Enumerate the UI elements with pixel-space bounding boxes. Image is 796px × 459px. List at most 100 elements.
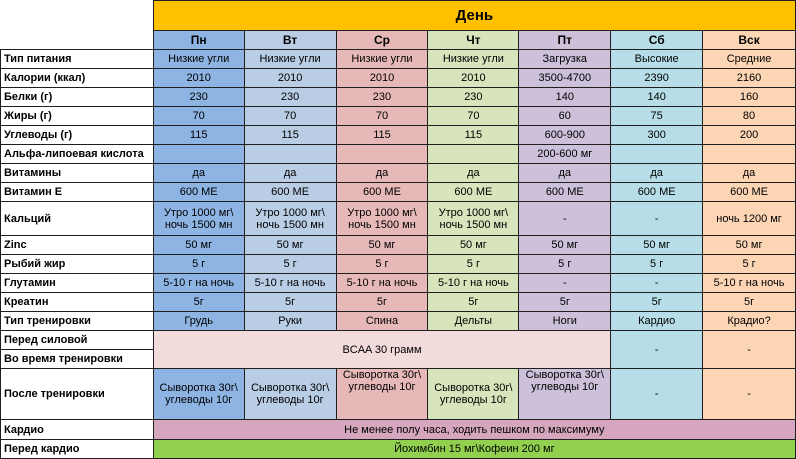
row-label: Тип питания — [0, 49, 154, 69]
cell-mon: Сыворотка 30г\ углеводы 10г — [152, 368, 245, 420]
cell-sun: 50 мг — [702, 235, 796, 255]
cell-sun: 160 — [702, 87, 796, 107]
day-header-wed: Ср — [335, 30, 429, 50]
row-label: Витамин E — [0, 182, 154, 202]
table-row: Креатин 5г 5г 5г 5г 5г 5г 5г — [0, 292, 796, 312]
day-header-sun: Вск — [702, 30, 796, 50]
cell-mon: 2010 — [152, 68, 245, 88]
cell-wed: 2010 — [335, 68, 429, 88]
cell-mon: Низкие угли — [152, 49, 245, 69]
cell-tue: да — [243, 163, 337, 183]
cell-thu: Низкие угли — [427, 49, 520, 69]
cell-sun: да — [702, 163, 796, 183]
table-row: Глутамин 5-10 г на ночь 5-10 г на ночь 5-10… — [0, 273, 796, 293]
cell-thu: 50 мг — [427, 235, 520, 255]
cell-tue: Руки — [243, 311, 337, 331]
cell-wed: Утро 1000 мг\ ночь 1500 мн — [335, 201, 429, 236]
cell-wed: 115 — [335, 125, 429, 145]
cell-wed: 5 г — [335, 254, 429, 274]
cell-wed: да — [335, 163, 429, 183]
cell-thu: 70 — [427, 106, 520, 126]
cell-thu: 2010 — [427, 68, 520, 88]
cell-thu: Дельты — [427, 311, 520, 331]
cell-fri: да — [518, 163, 612, 183]
row-label: Тип тренировки — [0, 311, 154, 331]
cell-mon: 5 г — [152, 254, 245, 274]
cell-fri: Сыворотка 30г\ углеводы 10г — [518, 368, 612, 420]
cell-sat: - — [610, 273, 704, 293]
cell-fri: 3500-4700 — [518, 68, 612, 88]
cell-mon: Грудь — [152, 311, 245, 331]
cell-thu: 230 — [427, 87, 520, 107]
cell-sat: 5 г — [610, 254, 704, 274]
cell-sun: 5г — [702, 292, 796, 312]
row-label: Альфа-липоевая кислота — [0, 144, 154, 164]
day-header-thu: Чт — [427, 30, 520, 50]
row-label: Перед кардио — [0, 439, 154, 459]
pre-cardio-merged-cell: Йохимбин 15 мг\Кофеин 200 мг — [152, 439, 796, 459]
row-label: Витамины — [0, 163, 154, 183]
cell-sat: - — [610, 330, 704, 369]
row-label: Глутамин — [0, 273, 154, 293]
cell-mon: Утро 1000 мг\ ночь 1500 мн — [152, 201, 245, 236]
cell-wed: Низкие угли — [335, 49, 429, 69]
cell-sat: 75 — [610, 106, 704, 126]
cell-fri: 600 МЕ — [518, 182, 612, 202]
cell-wed: 600 МЕ — [335, 182, 429, 202]
row-label: Углеводы (г) — [0, 125, 154, 145]
cell-tue: 2010 — [243, 68, 337, 88]
cell-sun: - — [702, 330, 796, 369]
cell-tue: 50 мг — [243, 235, 337, 255]
cell-thu: Утро 1000 мг\ ночь 1500 мн — [427, 201, 520, 236]
cell-tue: 600 МЕ — [243, 182, 337, 202]
cell-sun — [702, 144, 796, 164]
cell-tue: 115 — [243, 125, 337, 145]
cell-sun: 600 МЕ — [702, 182, 796, 202]
cell-wed: 5-10 г на ночь — [335, 273, 429, 293]
cell-tue: 5 г — [243, 254, 337, 274]
cell-tue: Утро 1000 мг\ ночь 1500 мн — [243, 201, 337, 236]
cell-sun: 5 г — [702, 254, 796, 274]
cell-thu: 600 МЕ — [427, 182, 520, 202]
table-row: Углеводы (г) 115 115 115 115 600-900 300 200 — [0, 125, 796, 145]
table-row: Zinc 50 мг 50 мг 50 мг 50 мг 50 мг 50 мг 50 мг — [0, 235, 796, 255]
table-row: Альфа-липоевая кислота 200-600 мг — [0, 144, 796, 164]
row-label: Перед силовой — [0, 330, 154, 350]
cell-sat: да — [610, 163, 704, 183]
cell-sun: 2160 — [702, 68, 796, 88]
cell-sun: Средние — [702, 49, 796, 69]
cell-fri: Ноги — [518, 311, 612, 331]
bcaa-merged-cell: BCAA 30 грамм — [152, 330, 612, 369]
row-label: Креатин — [0, 292, 154, 312]
cell-sat: - — [610, 201, 704, 236]
cell-tue: Сыворотка 30г\ углеводы 10г — [243, 368, 337, 420]
cell-wed: Спина — [335, 311, 429, 331]
title-row: День — [0, 0, 796, 31]
header-blank-cell — [0, 30, 154, 50]
row-label: Zinc — [0, 235, 154, 255]
cell-wed: Сыворотка 30г\ углеводы 10г — [335, 368, 429, 420]
corner-cell — [0, 0, 154, 31]
cell-mon: 50 мг — [152, 235, 245, 255]
cell-wed: 5г — [335, 292, 429, 312]
cardio-merged-cell: Не менее полу часа, ходить пешком по мак… — [152, 419, 796, 440]
row-label: Белки (г) — [0, 87, 154, 107]
cell-mon: 5-10 г на ночь — [152, 273, 245, 293]
cell-thu — [427, 144, 520, 164]
cell-fri: Загрузка — [518, 49, 612, 69]
cell-fri: 5 г — [518, 254, 612, 274]
cell-mon — [152, 144, 245, 164]
cell-tue: 5-10 г на ночь — [243, 273, 337, 293]
cell-tue: 230 — [243, 87, 337, 107]
cell-sun: Крадио? — [702, 311, 796, 331]
row-label: Кальций — [0, 201, 154, 236]
cell-tue: 70 — [243, 106, 337, 126]
post-training-row: После тренировки Сыворотка 30г\ углеводы … — [0, 368, 796, 420]
table-row: Белки (г) 230 230 230 230 140 140 160 — [0, 87, 796, 107]
day-header-fri: Пт — [518, 30, 612, 50]
table-row: Тип питания Низкие угли Низкие угли Низкие … — [0, 49, 796, 69]
cell-sun: 200 — [702, 125, 796, 145]
cell-sat: Высокие — [610, 49, 704, 69]
